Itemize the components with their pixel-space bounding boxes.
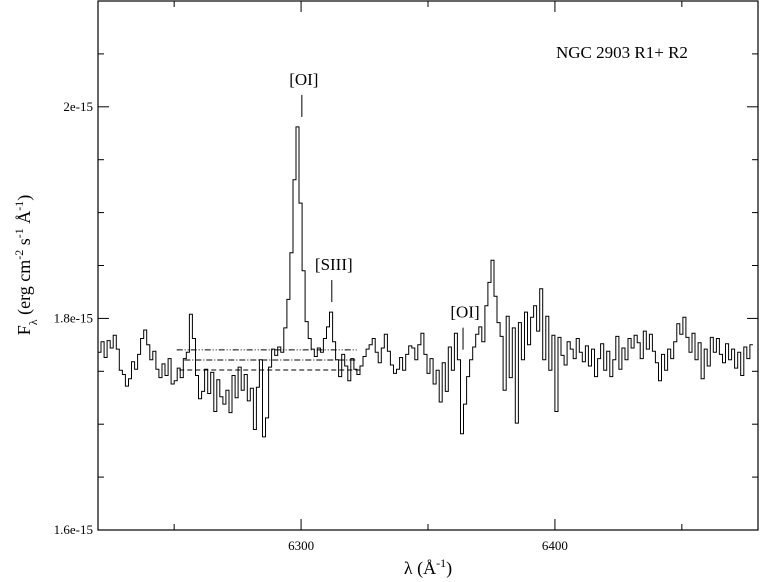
x-axis-title: λ (Å-1)	[404, 556, 452, 579]
axis-ticks	[98, 0, 758, 531]
x-tick-label: 6300	[288, 538, 314, 553]
x-tick-label: 6400	[542, 538, 568, 553]
spectrum-line	[98, 126, 753, 438]
y-tick-label: 1.8e-15	[54, 310, 93, 325]
y-tick-label: 1.6e-15	[54, 522, 93, 537]
axis-tick-labels: 6300 6400 1.6e-15 1.8e-15 2e-15	[54, 99, 568, 553]
y-axis-title: Fλ (erg cm-2 s-1 Å-1)	[12, 195, 40, 336]
plot-frame	[97, 0, 759, 531]
object-label: NGC 2903 R1+ R2	[556, 43, 688, 62]
continuum-levels	[176, 349, 360, 371]
line-label: [OI]	[450, 303, 479, 322]
y-tick-label: 2e-15	[63, 99, 93, 114]
line-label: [SIII]	[315, 255, 353, 274]
line-label: [OI]	[289, 70, 318, 89]
emission-line-markers: [OI] [SIII] [OI]	[289, 70, 480, 350]
